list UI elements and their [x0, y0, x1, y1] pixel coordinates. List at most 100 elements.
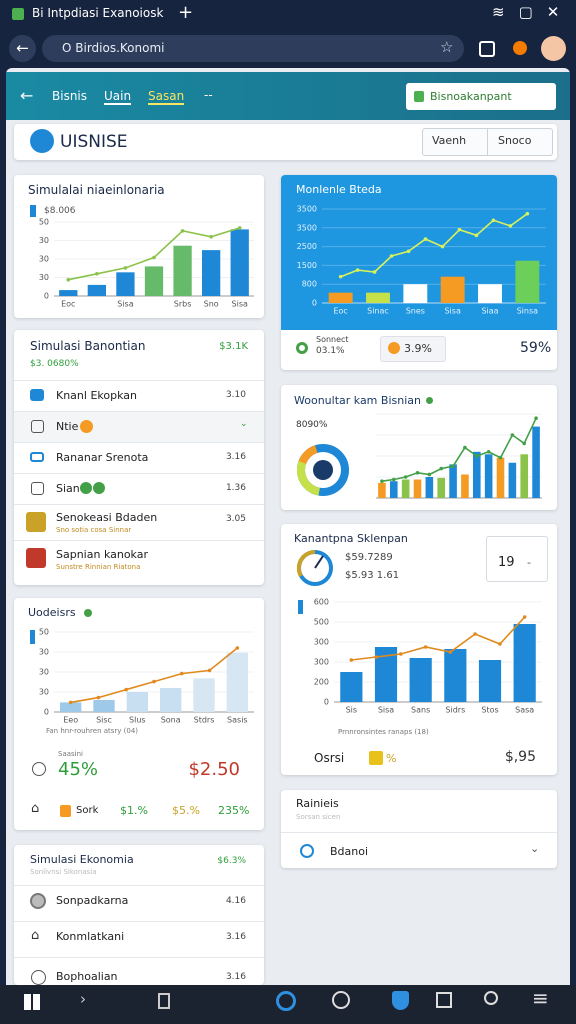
- trend-point: [235, 646, 240, 650]
- bar: [513, 624, 536, 702]
- trend-point: [349, 658, 354, 662]
- list-row[interactable]: [14, 885, 264, 922]
- bar: [230, 229, 249, 296]
- trend-point: [534, 416, 538, 420]
- trend-point: [448, 650, 453, 654]
- nav-item[interactable]: Uain: [104, 89, 132, 106]
- task-icon[interactable]: [276, 991, 296, 1011]
- stat: 235%: [218, 804, 250, 817]
- back-button[interactable]: ←: [9, 35, 36, 62]
- ext-icon[interactable]: [479, 41, 495, 57]
- trend-point: [68, 700, 73, 705]
- avatar[interactable]: [541, 36, 566, 61]
- list-row[interactable]: [14, 957, 264, 986]
- address-bar[interactable]: [42, 35, 464, 62]
- chart: 0 200 300 300 500 600 Sis Sisa Sans Sidrs Stos Sasa: [314, 598, 542, 715]
- chart-title: Simulalai niaeinlonaria: [28, 183, 165, 197]
- list-card: [14, 330, 264, 585]
- x-tick-label: Eeo: [63, 716, 78, 725]
- row-label: Sapnian kanokar: [56, 548, 149, 561]
- status-icon: [296, 342, 308, 354]
- x-tick-label: Sinac: [367, 307, 389, 316]
- x-tick-label: Siaa: [481, 307, 498, 316]
- start-icon[interactable]: [24, 994, 40, 1010]
- window-controls[interactable]: ≋▢✕: [492, 3, 574, 21]
- app-search[interactable]: [406, 83, 556, 110]
- trend-point: [207, 668, 212, 673]
- nav-item[interactable]: Bisnis: [52, 89, 88, 103]
- dropdown-chevron[interactable]: ⌄: [530, 842, 540, 855]
- trend-point: [180, 229, 185, 233]
- x-tick-label: Sisa: [444, 307, 460, 316]
- new-tab[interactable]: +: [178, 2, 194, 23]
- list-subtitle: $3. 0680%: [30, 359, 79, 369]
- row-value: 3.16: [225, 972, 246, 982]
- trend-point: [510, 433, 515, 437]
- x-tick-label: Sisc: [96, 716, 112, 725]
- trend-point: [403, 475, 408, 479]
- list-row[interactable]: [14, 504, 264, 541]
- task-icon[interactable]: [484, 991, 498, 1005]
- radio[interactable]: [32, 762, 46, 776]
- search-box[interactable]: [422, 128, 488, 156]
- list-row[interactable]: [14, 380, 264, 412]
- list-total: $6.3%: [217, 856, 246, 866]
- trend-point: [209, 235, 213, 239]
- nav-item[interactable]: Sasan: [148, 89, 185, 106]
- settings-title: Rainieis: [296, 797, 339, 810]
- list-row[interactable]: [14, 442, 264, 474]
- task-icon[interactable]: [392, 991, 409, 1010]
- counter-box[interactable]: [486, 536, 548, 582]
- task-icon[interactable]: [158, 993, 170, 1009]
- legend-text: 8090%: [296, 420, 328, 430]
- star[interactable]: ☆: [440, 38, 454, 56]
- app-back[interactable]: ←: [20, 86, 34, 105]
- nav-item[interactable]: --: [204, 88, 213, 102]
- badge-icon: [60, 805, 71, 817]
- row-dot: [93, 482, 105, 494]
- row-value: 1.36: [225, 483, 246, 493]
- settings-item[interactable]: Bdanoi: [330, 845, 369, 858]
- list-row[interactable]: [14, 540, 264, 577]
- gauge-arc: [296, 549, 316, 577]
- list-row[interactable]: [14, 921, 264, 958]
- y-tick-label: 0: [44, 292, 49, 301]
- y-tick-label: 1500: [297, 261, 317, 270]
- task-icon[interactable]: [332, 991, 350, 1009]
- row-icon: [30, 389, 44, 401]
- chart-title: Kanantpna Sklenpan: [294, 532, 408, 545]
- row-chevron[interactable]: ⌄: [240, 419, 248, 429]
- y-tick-label: 800: [302, 280, 317, 289]
- home-icon[interactable]: ⌂: [31, 801, 40, 816]
- row-label: Konmlatkani: [56, 930, 125, 943]
- list-row[interactable]: [14, 473, 264, 505]
- select-box[interactable]: [487, 128, 553, 156]
- row-label: Sian: [56, 482, 80, 495]
- bar: [401, 479, 410, 498]
- trend-line: [340, 213, 528, 278]
- tab-title[interactable]: Bi Intpdiasi Exanoiosk: [32, 6, 164, 20]
- trend-line: [351, 616, 526, 661]
- bar: [508, 462, 517, 498]
- task-icon[interactable]: [436, 992, 452, 1008]
- x-tick-label: Sidrs: [445, 706, 465, 715]
- kpi-red: $2.50: [188, 759, 240, 780]
- trend-point: [95, 272, 99, 276]
- trend-point: [439, 466, 444, 471]
- row-icon: [30, 452, 44, 462]
- list-total: $3.1K: [219, 341, 248, 352]
- logo-text: UISNISE: [60, 132, 128, 152]
- menu-icon[interactable]: ≡: [532, 986, 549, 1010]
- bar: [144, 266, 164, 296]
- bar: [59, 290, 78, 296]
- legend-text: $8.006: [44, 206, 76, 216]
- x-tick-label: Eoc: [61, 300, 75, 309]
- y-tick-label: 500: [314, 618, 329, 627]
- ext-icon-2[interactable]: [513, 41, 527, 55]
- list-row[interactable]: [14, 411, 264, 443]
- row-dot: [80, 482, 92, 494]
- task-icon[interactable]: ›: [80, 990, 86, 1008]
- y-tick-label: 30: [39, 236, 49, 245]
- badge-text: %: [386, 752, 397, 765]
- trend-point: [179, 671, 184, 676]
